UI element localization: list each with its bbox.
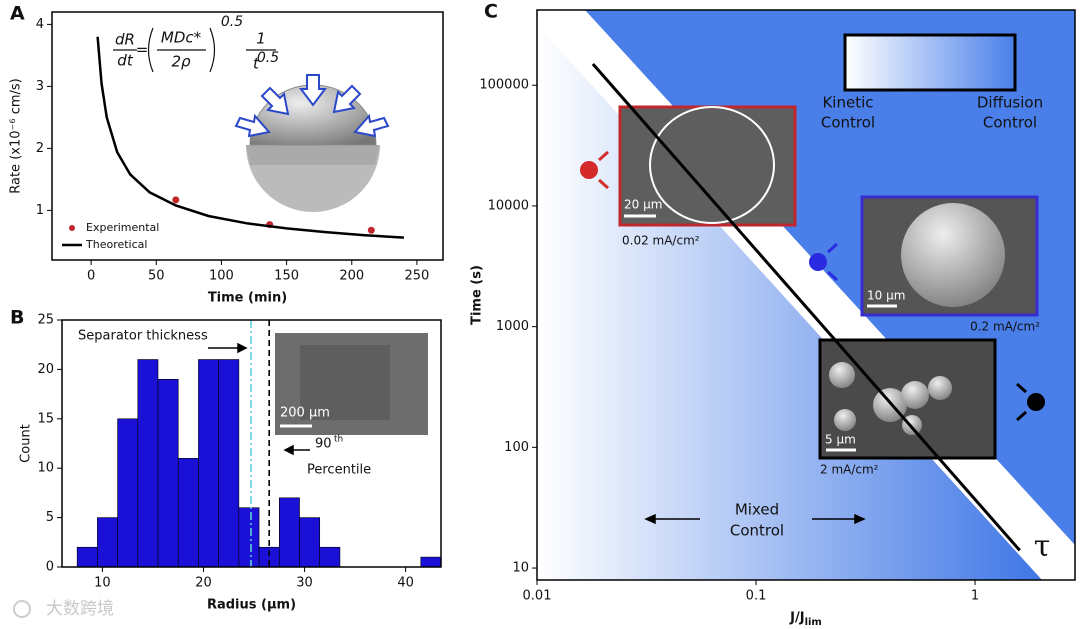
series-label: τ [1034,529,1051,564]
y-tick-label: 2 [36,141,44,156]
x-tick-label: 100 [209,269,234,284]
x-tick-label: 0.1 [746,589,767,604]
hist-bar [157,378,179,568]
panel-label: A [10,3,25,25]
y-tick-label: 5 [46,510,54,525]
y-axis-label: Rate (x10⁻⁶ cm/s) [9,78,24,194]
sem-inset [275,333,428,435]
y-tick-label: 20 [37,362,54,377]
x-axis-label: Time (min) [208,291,287,306]
equation-part: = [136,41,149,59]
x-tick-label: 0.01 [523,589,552,604]
y-tick-label: 10000 [488,198,529,213]
data-point [172,196,180,204]
equation-part: dR [115,31,135,49]
y-tick-label: 10 [37,461,54,476]
watermark: 大数跨境 [46,599,114,619]
annotation: 2 mA/cm² [820,463,879,477]
annotation: 5 μm [825,433,856,447]
hemisphere-inset [234,74,390,212]
legend-marker [69,225,75,231]
y-axis-label: Count [19,424,34,463]
y-tick-label: 100000 [479,78,529,93]
data-point [367,226,375,234]
hist-bar [117,418,139,568]
hist-bar [299,517,321,568]
equation-part: t [253,55,260,73]
annotation: Mixed [735,501,779,519]
y-tick-label: 4 [36,17,44,32]
equation-part: 1 [256,30,266,48]
y-tick-label: 10 [512,561,529,576]
y-tick-label: 1 [36,203,44,218]
annotation: Separator thickness [78,329,208,344]
x-tick-label: 20 [195,576,212,591]
hist-bar [198,359,219,568]
annotation: Diffusion [977,94,1043,112]
plot-frame [536,9,1076,581]
watermark-logo [13,600,31,618]
annotation: Kinetic [822,94,873,112]
annotation: Percentile [307,463,371,478]
x-tick-label: 0 [87,269,95,284]
y-tick-label: 1000 [496,319,529,334]
annotation: 200 μm [280,406,330,421]
current-icons [580,150,1045,422]
hist-bar [76,546,98,568]
x-tick-label: 30 [296,576,313,591]
equation-part: 0.5 [257,50,279,66]
equation-part: 2ρ [171,53,191,71]
hist-bar [218,359,240,568]
hist-bar [238,507,260,568]
x-axis-label: J/Jlim [789,611,822,629]
panel-label: B [10,307,24,329]
x-tick-label: 150 [274,269,299,284]
plot-frame [61,319,442,568]
hist-bar [278,497,300,568]
arrows [208,342,866,525]
x-axis-label-sub: lim [805,617,822,628]
hist-bar [420,556,442,568]
x-tick-label: 1 [971,589,979,604]
x-axis-label: Radius (μm) [207,598,296,613]
legend-label: Theoretical [85,238,147,251]
y-tick-label: 25 [37,313,54,328]
equation-part: dt [117,52,134,70]
y-tick-label: 15 [37,411,54,426]
x-tick-label: 40 [397,576,414,591]
annotation: 0.2 mA/cm² [970,320,1040,334]
series-line [591,62,1021,552]
x-tick-label: 10 [94,576,111,591]
legend-label: Experimental [86,221,159,234]
sem-images [618,33,1039,460]
annotation: 90 [315,437,332,452]
hist-bar [319,546,341,568]
y-axis-label: Time (s) [470,265,485,325]
hist-bar [97,517,118,568]
annotation: 10 μm [867,289,905,303]
annotation: Control [821,114,875,132]
panel-label: C [484,1,498,23]
y-tick-label: 3 [36,79,44,94]
annotation: Control [730,522,784,540]
annotation: 20 μm [624,198,662,212]
hist-bar [137,359,159,568]
series-line [96,36,404,239]
x-tick-label: 50 [148,269,165,284]
annotation: Control [983,114,1037,132]
annotation: 0.02 mA/cm² [622,234,700,248]
equation-part: 0.5 [221,14,243,30]
x-tick-label: 250 [405,269,430,284]
annotation: th [334,435,343,445]
plot-frame [51,11,444,261]
equation-part: MDc* [161,29,202,47]
hist-bar [177,458,199,568]
y-tick-label: 100 [504,440,529,455]
y-tick-label: 0 [46,560,54,575]
x-tick-label: 200 [339,269,364,284]
equation-parens [113,27,276,73]
